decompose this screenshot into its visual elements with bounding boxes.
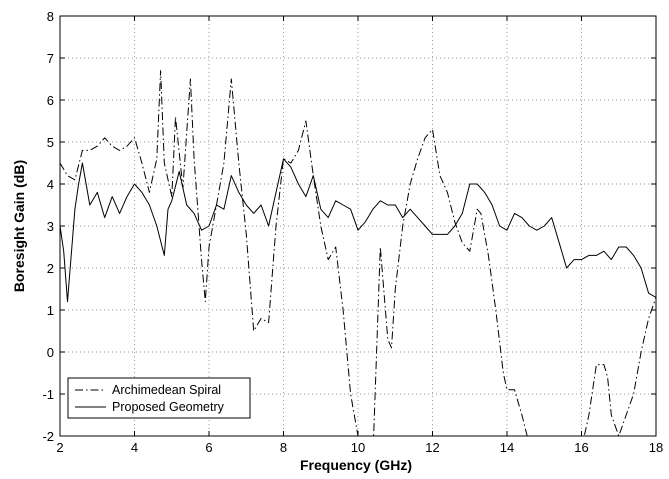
- grid: [60, 16, 656, 436]
- legend: Archimedean Spiral Proposed Geometry: [67, 377, 251, 419]
- x-tick-label: 8: [280, 440, 287, 455]
- series-line-proposed-geometry: [60, 158, 656, 303]
- legend-label-proposed-geometry: Proposed Geometry: [112, 400, 225, 414]
- x-tick-label: 12: [425, 440, 439, 455]
- y-axis-title: Boresight Gain (dB): [11, 160, 27, 292]
- y-tick-label: 2: [47, 261, 54, 276]
- x-tick-label: 6: [205, 440, 212, 455]
- y-tick-label: 7: [47, 51, 54, 66]
- y-tick-label: -1: [42, 387, 54, 402]
- legend-label-archimedean-spiral: Archimedean Spiral: [112, 383, 221, 397]
- x-tick-label: 16: [574, 440, 588, 455]
- x-tick-label: 2: [56, 440, 63, 455]
- x-tick-label: 10: [351, 440, 365, 455]
- y-tick-label: 6: [47, 93, 54, 108]
- y-tick-label: 0: [47, 345, 54, 360]
- y-tick-label: 3: [47, 219, 54, 234]
- x-axis-title: Frequency (GHz): [300, 457, 412, 473]
- legend-box: [67, 377, 251, 419]
- series-group: [60, 70, 656, 436]
- y-tick-label: 8: [47, 9, 54, 24]
- x-tick-label: 4: [131, 440, 138, 455]
- y-tick-label: 4: [47, 177, 54, 192]
- x-tick-label: 14: [500, 440, 514, 455]
- y-tick-label: -2: [42, 429, 54, 444]
- x-tick-label: 18: [649, 440, 663, 455]
- y-tick-label: 1: [47, 303, 54, 318]
- y-tick-label: 5: [47, 135, 54, 150]
- series-line-archimedean-spiral: [60, 70, 656, 436]
